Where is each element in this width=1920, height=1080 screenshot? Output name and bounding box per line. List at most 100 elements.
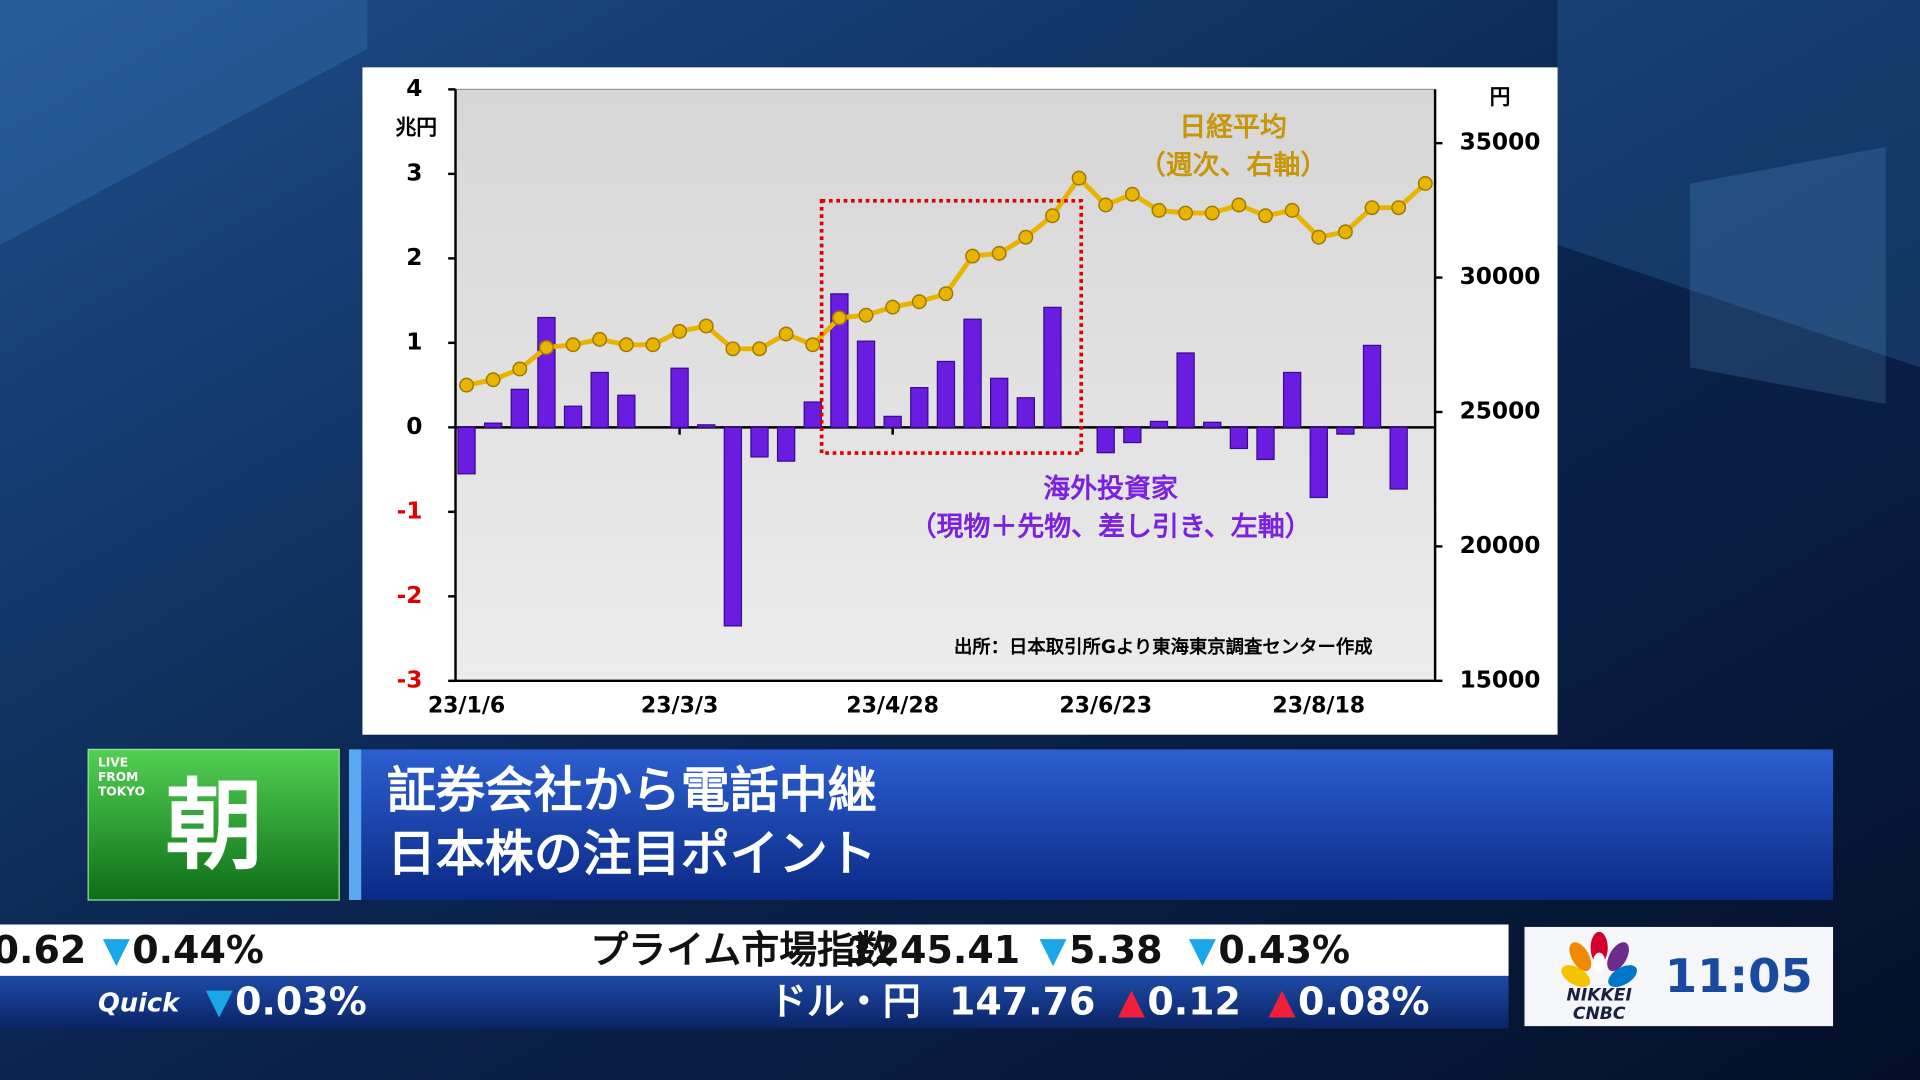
bar	[1096, 426, 1115, 454]
marker	[991, 245, 1007, 261]
headline-accent	[348, 749, 362, 900]
x-tick-label: 23/4/28	[846, 694, 939, 719]
marker	[1124, 186, 1140, 202]
marker	[805, 337, 821, 353]
bar	[1362, 344, 1382, 428]
y2-tick-label: 25000	[1460, 397, 1541, 424]
segment-box	[87, 748, 340, 901]
marker	[512, 361, 528, 377]
ticker-item: Quick	[98, 989, 181, 1019]
marker	[752, 341, 767, 357]
marker	[1391, 200, 1407, 216]
marker	[1231, 197, 1247, 213]
bar	[1203, 421, 1222, 428]
marker	[831, 310, 847, 326]
bar	[1336, 426, 1355, 435]
bar	[1229, 426, 1249, 450]
marker	[1311, 229, 1327, 245]
bar	[510, 388, 529, 428]
y2-tick-label: 30000	[1460, 263, 1541, 290]
marker	[1337, 224, 1353, 240]
ticker-item: 0.12	[1147, 980, 1241, 1024]
marker	[459, 377, 474, 393]
bar	[1389, 426, 1408, 490]
ticker-item: 1245.41	[847, 928, 1020, 972]
peacock-logo	[1561, 931, 1638, 987]
bar	[723, 426, 743, 627]
marker	[725, 341, 741, 357]
bar	[483, 422, 503, 428]
live-label: FROM	[98, 770, 138, 784]
bar	[1256, 426, 1275, 461]
y2-tick-label: 20000	[1460, 532, 1541, 559]
marker	[1258, 208, 1273, 224]
marker	[1044, 208, 1060, 224]
ticker-item: 5.38	[1069, 928, 1163, 972]
y-tick-label: 1	[406, 328, 422, 355]
bar	[670, 367, 689, 428]
x-tick-label: 23/6/23	[1059, 694, 1152, 719]
y-tick-label: 4	[406, 75, 422, 102]
marker	[538, 339, 554, 355]
bar	[1282, 371, 1302, 428]
bar	[910, 387, 929, 428]
marker	[1204, 205, 1220, 221]
marker	[1098, 197, 1114, 213]
bar	[697, 424, 716, 428]
down-arrow	[1188, 939, 1216, 967]
marker	[592, 331, 608, 347]
marker	[645, 337, 661, 353]
bar	[1043, 306, 1062, 428]
ticker-item: 0.03%	[235, 980, 367, 1024]
bar	[883, 415, 902, 428]
marker	[565, 337, 581, 353]
series-label: 海外投資家	[1043, 472, 1178, 504]
y-tick-label: 0	[406, 413, 422, 440]
ticker-row	[0, 975, 1509, 1029]
ticker-item: 0.08%	[1298, 980, 1430, 1024]
marker	[618, 337, 634, 353]
annotation: （現物＋先物、差し引き、左軸）	[910, 510, 1312, 542]
ticker-item: 0.43%	[1218, 928, 1350, 972]
backdrop-panel	[1557, 0, 1920, 368]
bar	[1176, 352, 1195, 428]
marker	[485, 372, 501, 388]
bar	[776, 426, 796, 462]
headline: 証券会社から電話中継	[387, 762, 877, 819]
y-tick-label: -1	[397, 497, 423, 524]
marker	[1018, 229, 1034, 245]
bar	[830, 293, 849, 428]
x-tick-label: 23/8/18	[1272, 694, 1365, 719]
bar	[537, 316, 556, 428]
y-unit: 兆円	[396, 116, 438, 140]
marker	[1284, 202, 1300, 218]
bar	[457, 426, 476, 475]
ticker-item: 147.76	[949, 980, 1095, 1024]
marker	[778, 326, 794, 342]
backdrop-panel	[1689, 146, 1886, 405]
highlight-box	[819, 198, 1084, 455]
annotation: （週次、右軸）	[1139, 150, 1327, 181]
clock: 11:05	[1665, 949, 1813, 1003]
marker	[885, 299, 901, 315]
chart: -3 -2 -1 0 1 2 3 4 15000 20000 25000 30000 35000 兆円 円 2…	[396, 75, 1541, 719]
marker	[858, 307, 874, 323]
y2-tick-label: 15000	[1460, 666, 1541, 693]
marker	[1364, 200, 1380, 216]
y-tick-label: 2	[406, 244, 422, 271]
segment-title: 朝	[165, 770, 263, 884]
series-label: 日経平均	[1179, 111, 1287, 143]
down-arrow	[1039, 939, 1067, 967]
y-tick-label: 3	[406, 159, 422, 186]
bar	[963, 318, 982, 428]
down-arrow	[205, 990, 233, 1018]
bar	[590, 371, 609, 428]
marker	[965, 248, 981, 264]
marker	[911, 294, 927, 310]
marker	[698, 318, 714, 334]
